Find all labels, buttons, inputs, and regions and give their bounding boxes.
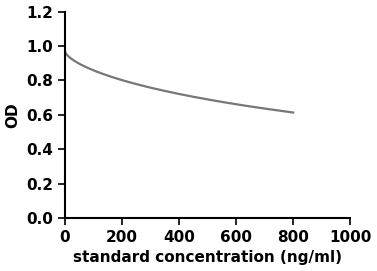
X-axis label: standard concentration (ng/ml): standard concentration (ng/ml): [73, 250, 342, 265]
Y-axis label: OD: OD: [6, 102, 21, 128]
